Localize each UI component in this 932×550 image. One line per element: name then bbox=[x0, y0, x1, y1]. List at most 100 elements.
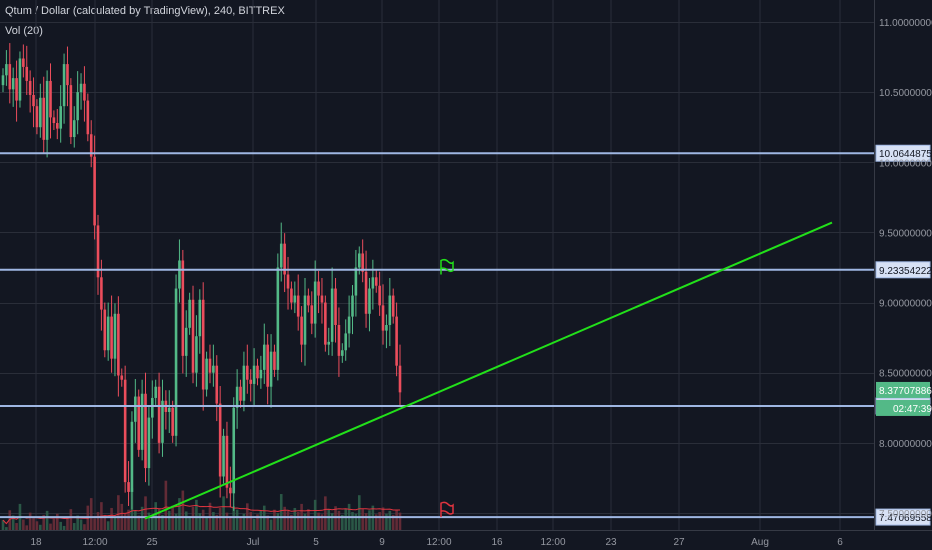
candle-body-27 bbox=[93, 156, 96, 226]
countdown-tag bbox=[876, 399, 930, 416]
candle-body-16 bbox=[55, 123, 59, 129]
candle-body-73 bbox=[249, 379, 253, 384]
volume-bar-37 bbox=[127, 509, 130, 530]
candle-body-38 bbox=[130, 421, 134, 492]
time-tick-1: 12:00 bbox=[82, 537, 107, 548]
candle-body-96 bbox=[327, 341, 331, 345]
price-axis: 11.00000000 10.50000000 10.00000000 9.50000… bbox=[876, 18, 932, 520]
level-tag-label-0: 10.06448755 bbox=[879, 149, 932, 160]
candle-body-15 bbox=[52, 117, 56, 124]
candle-body-77 bbox=[262, 344, 266, 370]
candle-body-55 bbox=[188, 299, 191, 328]
volume-bar-110 bbox=[374, 514, 378, 530]
volume-bar-73 bbox=[249, 512, 253, 530]
candle-body-18 bbox=[62, 64, 66, 107]
candle-body-105 bbox=[357, 253, 361, 268]
volume-bars bbox=[1, 480, 402, 530]
volume-bar-78 bbox=[266, 515, 269, 530]
candle-body-23 bbox=[79, 83, 83, 93]
volume-bar-3 bbox=[11, 515, 15, 530]
volume-bar-58 bbox=[198, 513, 202, 530]
volume-bar-104 bbox=[354, 513, 358, 530]
candle-body-66 bbox=[225, 435, 229, 488]
volume-bar-44 bbox=[150, 517, 154, 530]
volume-bar-32 bbox=[110, 507, 113, 530]
volume-bar-65 bbox=[222, 496, 225, 530]
volume-bar-60 bbox=[205, 517, 208, 530]
candle-body-10 bbox=[35, 106, 39, 128]
candle-body-95 bbox=[324, 302, 327, 345]
volume-bar-63 bbox=[215, 514, 219, 530]
candle-body-82 bbox=[279, 243, 283, 268]
volume-bar-84 bbox=[286, 510, 290, 530]
level-tag-1 bbox=[875, 261, 931, 279]
candle-body-7 bbox=[25, 66, 29, 81]
candle-body-50 bbox=[171, 407, 174, 436]
candle-body-36 bbox=[123, 379, 127, 483]
volume-bar-26 bbox=[89, 498, 93, 530]
candle-body-98 bbox=[334, 288, 337, 326]
candle-body-110 bbox=[374, 277, 378, 286]
price-tick-2: 10.00000000 bbox=[879, 158, 932, 169]
candle-body-3 bbox=[11, 78, 15, 90]
volume-bar-24 bbox=[83, 524, 86, 530]
volume-bar-96 bbox=[327, 509, 331, 530]
candle-body-74 bbox=[252, 365, 256, 384]
candle-body-80 bbox=[273, 351, 276, 370]
volume-bar-114 bbox=[388, 510, 392, 530]
candle-body-33 bbox=[113, 313, 117, 359]
volume-indicator-label[interactable]: Vol (20) bbox=[5, 25, 43, 37]
candle-body-88 bbox=[300, 316, 303, 345]
volume-bar-83 bbox=[283, 506, 286, 530]
volume-bar-49 bbox=[167, 510, 171, 530]
volume-bar-28 bbox=[96, 512, 100, 530]
candle-body-108 bbox=[368, 288, 371, 314]
candle-body-68 bbox=[232, 407, 236, 494]
volume-bar-27 bbox=[93, 518, 96, 530]
volume-bar-97 bbox=[330, 513, 334, 530]
volume-bar-75 bbox=[256, 514, 259, 530]
candle-body-107 bbox=[364, 271, 368, 314]
time-tick-10: 27 bbox=[673, 537, 685, 548]
time-tick-2: 25 bbox=[146, 537, 158, 548]
volume-bar-46 bbox=[157, 508, 161, 530]
candle-body-49 bbox=[167, 407, 171, 412]
volume-bar-98 bbox=[334, 506, 337, 530]
candle-body-92 bbox=[313, 281, 317, 324]
candle-body-63 bbox=[215, 365, 219, 404]
time-tick-7: 16 bbox=[491, 537, 503, 548]
candle-body-34 bbox=[117, 313, 120, 376]
volume-bar-112 bbox=[381, 507, 385, 530]
candle-body-67 bbox=[229, 487, 232, 494]
candle-body-101 bbox=[344, 333, 348, 351]
last-price-label: 8.37707886 bbox=[879, 386, 932, 397]
candle-body-93 bbox=[317, 281, 320, 296]
candle-body-43 bbox=[147, 417, 151, 469]
level-tag-label-3: 7.47069558 bbox=[879, 513, 932, 524]
volume-bar-57 bbox=[195, 499, 198, 530]
volume-bar-45 bbox=[154, 502, 157, 530]
volume-bar-21 bbox=[72, 523, 76, 530]
volume-bar-93 bbox=[317, 512, 320, 530]
volume-bar-7 bbox=[25, 525, 29, 530]
candle-body-100 bbox=[341, 350, 344, 356]
candle-body-31 bbox=[106, 316, 110, 351]
volume-bar-36 bbox=[123, 513, 127, 530]
volume-bar-4 bbox=[15, 523, 18, 530]
volume-bar-55 bbox=[188, 516, 191, 530]
candle-body-4 bbox=[15, 78, 18, 101]
price-tick-6: 8.00000000 bbox=[879, 439, 932, 450]
candle-body-51 bbox=[174, 288, 178, 436]
candle-body-57 bbox=[195, 336, 198, 373]
candle-body-41 bbox=[140, 393, 144, 450]
candle-body-79 bbox=[269, 351, 273, 387]
volume-bar-17 bbox=[59, 521, 62, 530]
volume-bar-76 bbox=[259, 510, 263, 530]
candle-body-91 bbox=[310, 305, 314, 324]
candle-body-28 bbox=[96, 225, 100, 278]
candle-body-44 bbox=[150, 397, 154, 418]
level-tag-0 bbox=[875, 144, 931, 162]
time-tick-3: Jul bbox=[247, 537, 260, 548]
volume-bar-85 bbox=[290, 514, 293, 530]
